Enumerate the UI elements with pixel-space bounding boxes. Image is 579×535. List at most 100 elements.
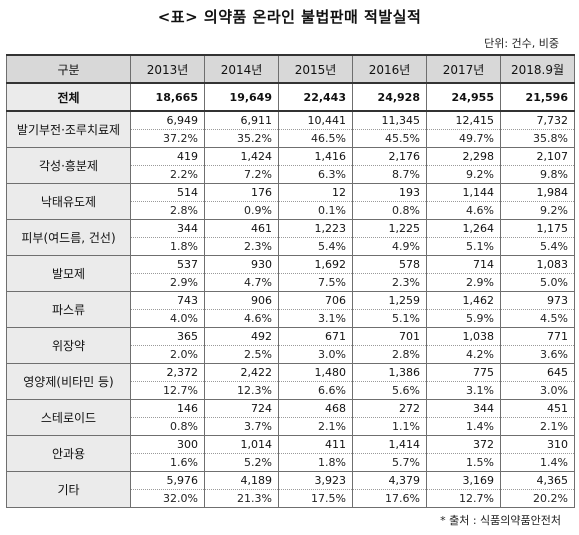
- count-cell: 419: [130, 147, 205, 166]
- count-cell: 1,414: [352, 435, 427, 454]
- share-cell: 5.4%: [278, 237, 353, 256]
- share-cell: 1.8%: [278, 453, 353, 472]
- total-count: 21,596: [500, 82, 575, 112]
- share-cell: 2.2%: [130, 165, 205, 184]
- count-cell: 468: [278, 399, 353, 418]
- table-row: 각성·흥분제 419 1,424 1,416 2,176 2,298 2,107: [6, 147, 575, 184]
- unit-note: 단위: 건수, 비중: [484, 37, 559, 50]
- count-cell: 2,372: [130, 363, 205, 382]
- share-cell: 3.7%: [204, 417, 279, 436]
- share-cell: 6.3%: [278, 165, 353, 184]
- count-cell: 537: [130, 255, 205, 274]
- count-cell: 578: [352, 255, 427, 274]
- share-cell: 9.8%: [500, 165, 575, 184]
- table-row: 낙태유도제 514 176 12 193 1,144 1,984: [6, 183, 575, 220]
- count-cell: 12,415: [426, 110, 501, 130]
- row-category: 각성·흥분제: [6, 147, 131, 184]
- count-cell: 1,480: [278, 363, 353, 382]
- count-cell: 1,424: [204, 147, 279, 166]
- share-cell: 5.7%: [352, 453, 427, 472]
- total-count: 24,955: [426, 82, 501, 112]
- share-cell: 12.7%: [426, 489, 501, 508]
- count-cell: 2,422: [204, 363, 279, 382]
- count-cell: 146: [130, 399, 205, 418]
- count-cell: 2,107: [500, 147, 575, 166]
- count-cell: 706: [278, 291, 353, 310]
- header-category: 구분: [6, 54, 131, 84]
- share-cell: 3.1%: [426, 381, 501, 400]
- table-row: 파스류 743 906 706 1,259 1,462 973: [6, 291, 575, 328]
- share-cell: 12.7%: [130, 381, 205, 400]
- total-count: 22,443: [278, 82, 353, 112]
- share-cell: 5.4%: [500, 237, 575, 256]
- count-cell: 310: [500, 435, 575, 454]
- count-cell: 365: [130, 327, 205, 346]
- header-year: 2014년: [204, 54, 279, 84]
- count-cell: 451: [500, 399, 575, 418]
- count-cell: 372: [426, 435, 501, 454]
- count-cell: 1,038: [426, 327, 501, 346]
- count-cell: 11,345: [352, 110, 427, 130]
- share-cell: 35.2%: [204, 129, 279, 148]
- count-cell: 1,083: [500, 255, 575, 274]
- share-cell: 0.9%: [204, 201, 279, 220]
- share-cell: 2.3%: [204, 237, 279, 256]
- share-cell: 2.8%: [130, 201, 205, 220]
- share-cell: 20.2%: [500, 489, 575, 508]
- table-row: 0.8% 3.7% 2.1% 1.1% 1.4% 2.1%: [7, 417, 575, 436]
- row-category: 파스류: [6, 291, 131, 328]
- count-cell: 645: [500, 363, 575, 382]
- table-row: 발기부전·조루치료제 6,949 6,911 10,441 11,345 12,415 7,…: [6, 110, 575, 148]
- table-row: 1.8% 2.3% 5.4% 4.9% 5.1% 5.4%: [7, 237, 575, 256]
- count-cell: 7,732: [500, 110, 575, 130]
- count-cell: 973: [500, 291, 575, 310]
- table-row: 영양제(비타민 등) 2,372 2,422 1,480 1,386 775 645: [6, 363, 575, 400]
- share-cell: 12.3%: [204, 381, 279, 400]
- share-cell: 2.9%: [130, 273, 205, 292]
- share-cell: 17.6%: [352, 489, 427, 508]
- count-cell: 771: [500, 327, 575, 346]
- table-row: 기타 5,976 4,189 3,923 4,379 3,169 4,365: [6, 471, 575, 508]
- row-category: 스테로이드: [6, 399, 131, 436]
- share-cell: 1.1%: [352, 417, 427, 436]
- table-row: 2.8% 0.9% 0.1% 0.8% 4.6% 9.2%: [7, 201, 575, 220]
- share-cell: 45.5%: [352, 129, 427, 148]
- source-note: * 출처 : 식품의약품안전처: [440, 514, 561, 527]
- count-cell: 272: [352, 399, 427, 418]
- share-cell: 21.3%: [204, 489, 279, 508]
- count-cell: 1,462: [426, 291, 501, 310]
- share-cell: 4.5%: [500, 309, 575, 328]
- share-cell: 2.9%: [426, 273, 501, 292]
- count-cell: 411: [278, 435, 353, 454]
- enforcement-table: 구분 2013년 2014년 2015년 2016년 2017년 2018.9월…: [6, 54, 575, 508]
- share-cell: 8.7%: [352, 165, 427, 184]
- table-row: 32.0% 21.3% 17.5% 17.6% 12.7% 20.2%: [7, 489, 575, 508]
- share-cell: 4.0%: [130, 309, 205, 328]
- count-cell: 714: [426, 255, 501, 274]
- header-year: 2017년: [426, 54, 501, 84]
- count-cell: 930: [204, 255, 279, 274]
- count-cell: 4,365: [500, 471, 575, 490]
- share-cell: 4.9%: [352, 237, 427, 256]
- share-cell: 0.8%: [130, 417, 205, 436]
- share-cell: 46.5%: [278, 129, 353, 148]
- row-category: 낙태유도제: [6, 183, 131, 220]
- count-cell: 1,416: [278, 147, 353, 166]
- share-cell: 4.6%: [204, 309, 279, 328]
- total-count: 18,665: [130, 82, 205, 112]
- share-cell: 3.6%: [500, 345, 575, 364]
- count-cell: 10,441: [278, 110, 353, 130]
- table-row: 피부(여드름, 건선) 344 461 1,223 1,225 1,264 1,175: [6, 219, 575, 256]
- share-cell: 5.1%: [352, 309, 427, 328]
- total-count: 19,649: [204, 82, 279, 112]
- share-cell: 2.8%: [352, 345, 427, 364]
- count-cell: 1,144: [426, 183, 501, 202]
- count-cell: 344: [130, 219, 205, 238]
- share-cell: 1.6%: [130, 453, 205, 472]
- share-cell: 0.8%: [352, 201, 427, 220]
- share-cell: 0.1%: [278, 201, 353, 220]
- count-cell: 461: [204, 219, 279, 238]
- total-row: 전체 18,665 19,649 22,443 24,928 24,955 21…: [6, 82, 575, 112]
- header-year: 2016년: [352, 54, 427, 84]
- count-cell: 1,175: [500, 219, 575, 238]
